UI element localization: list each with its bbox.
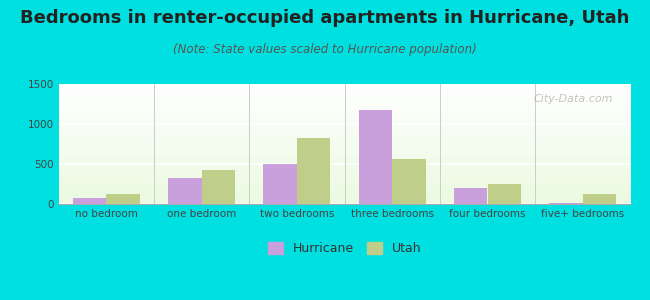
Bar bbox=[73, 198, 106, 204]
Bar bbox=[359, 110, 392, 204]
Text: Bedrooms in renter-occupied apartments in Hurricane, Utah: Bedrooms in renter-occupied apartments i… bbox=[20, 9, 630, 27]
Bar bbox=[263, 164, 297, 204]
Legend: Hurricane, Utah: Hurricane, Utah bbox=[263, 236, 426, 260]
Bar bbox=[297, 138, 330, 204]
Bar bbox=[488, 184, 521, 204]
Bar bbox=[106, 194, 140, 204]
Bar bbox=[454, 188, 488, 204]
Bar bbox=[583, 194, 616, 204]
Bar bbox=[202, 169, 235, 204]
Bar bbox=[392, 159, 426, 204]
Text: City-Data.com: City-Data.com bbox=[534, 94, 614, 103]
Bar bbox=[168, 178, 202, 204]
Text: (Note: State values scaled to Hurricane population): (Note: State values scaled to Hurricane … bbox=[173, 44, 477, 56]
Bar bbox=[549, 203, 583, 204]
